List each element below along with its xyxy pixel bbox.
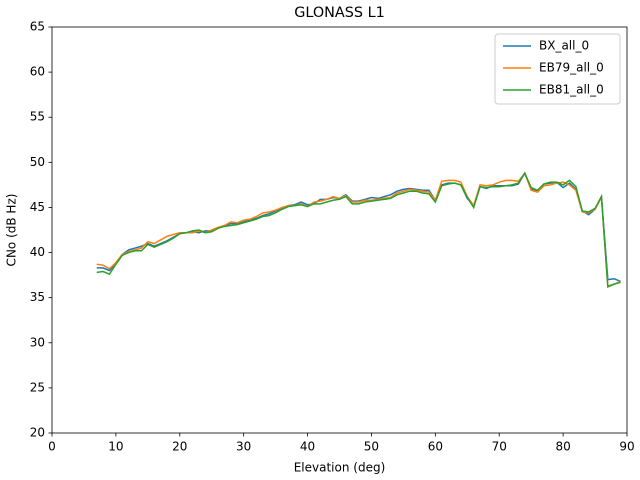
y-tick-label: 45 [30, 200, 45, 214]
y-tick-label: 55 [30, 110, 45, 124]
data-line [96, 171, 621, 287]
y-tick-label: 60 [30, 65, 45, 79]
y-tick-label: 30 [30, 335, 45, 349]
x-tick-label: 70 [492, 440, 507, 454]
data-line [96, 171, 621, 288]
x-axis-label: Elevation (deg) [294, 461, 386, 475]
y-axis-label: CNo (dB Hz) [5, 194, 19, 267]
data-line [96, 171, 621, 283]
x-tick-label: 60 [428, 440, 443, 454]
y-tick-label: 40 [30, 245, 45, 259]
y-tick-label: 50 [30, 155, 45, 169]
x-tick-label: 20 [172, 440, 187, 454]
legend-label: BX_all_0 [539, 39, 589, 53]
chart-title: GLONASS L1 [294, 5, 385, 21]
y-tick-label: 65 [30, 20, 45, 34]
x-tick-label: 80 [555, 440, 570, 454]
x-tick-label: 0 [48, 440, 56, 454]
legend-label: EB81_all_0 [539, 83, 604, 97]
y-tick-label: 35 [30, 290, 45, 304]
plot-frame [51, 26, 628, 434]
x-tick-label: 50 [364, 440, 379, 454]
x-tick-label: 90 [619, 440, 634, 454]
legend-label: EB79_all_0 [539, 61, 604, 75]
x-tick-label: 40 [300, 440, 315, 454]
x-tick-label: 10 [108, 440, 123, 454]
x-tick-label: 30 [236, 440, 251, 454]
legend-box [494, 33, 621, 105]
y-tick-label: 20 [30, 426, 45, 440]
y-tick-label: 25 [30, 380, 45, 394]
